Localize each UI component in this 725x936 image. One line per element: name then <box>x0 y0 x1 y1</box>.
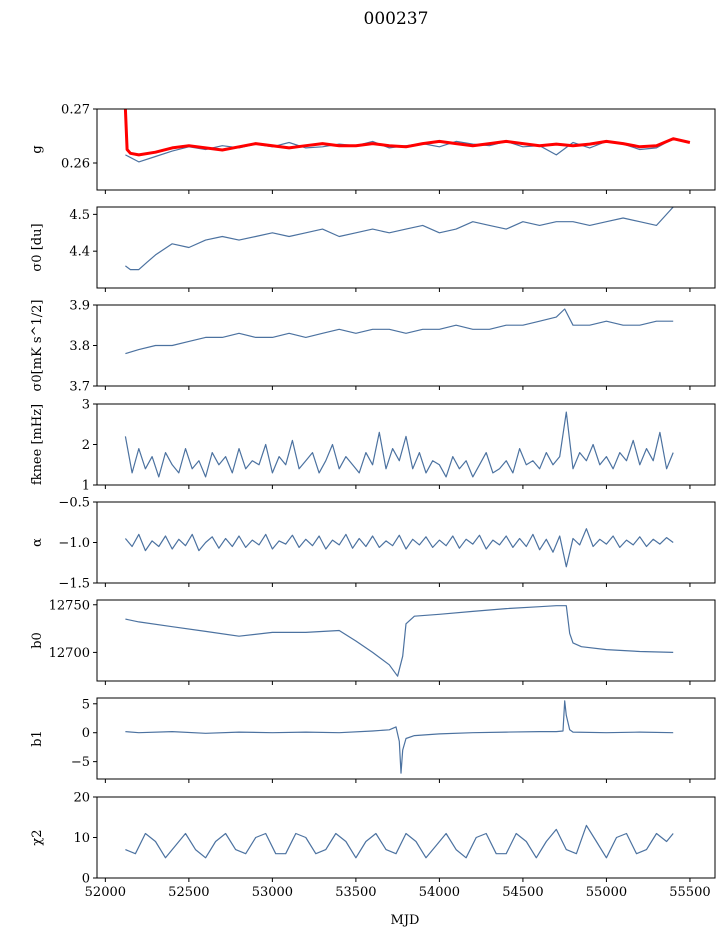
panel-5: 12700 12750 b0 <box>30 598 716 685</box>
panel-4-frame <box>96 501 716 584</box>
panel-7-ylabel: χ2 <box>30 829 45 845</box>
panel-7-series-0 <box>125 824 674 859</box>
panel-7-ytick-label: 10 <box>73 831 90 846</box>
panel-2-frame <box>96 304 716 387</box>
panel-1-ytick-label: 4.5 <box>69 208 90 223</box>
panel-6-ytick-label: 5 <box>82 697 90 712</box>
panels: 0.26 0.27 g 4.4 4.5 σ0 [du] 3.7 3.8 3.9 σ0[mK s^1… <box>30 103 716 900</box>
x-tick-label: 53500 <box>335 885 376 900</box>
panel-6-ylabel: b1 <box>30 730 45 747</box>
x-tick-label: 54500 <box>502 885 543 900</box>
panel-5-frame <box>96 599 716 682</box>
panel-6-frame <box>96 697 716 780</box>
x-tick-label: 52500 <box>168 885 209 900</box>
panel-5-series-0 <box>125 605 674 677</box>
panel-4: −1.5 −1.0 −0.5 α <box>30 496 716 592</box>
panel-7-ytick-label: 20 <box>73 791 90 806</box>
panel-1-ytick-label: 4.4 <box>69 245 90 260</box>
panel-2-series-0 <box>125 308 674 355</box>
panel-3-ytick-label: 1 <box>82 479 90 494</box>
x-tick-label: 55000 <box>586 885 627 900</box>
panel-4-ytick-label: −0.5 <box>58 496 90 511</box>
panel-4-ylabel: α <box>30 538 45 547</box>
x-tick-label: 53000 <box>252 885 293 900</box>
panel-5-ytick-label: 12700 <box>49 646 90 661</box>
panel-2-ytick-label: 3.7 <box>69 380 90 395</box>
panel-0-series-0 <box>125 138 674 163</box>
panel-2: 3.7 3.8 3.9 σ0[mK s^1/2] <box>30 299 716 395</box>
panel-0: 0.26 0.27 g <box>30 103 716 194</box>
panel-6: −5 0 5 b1 <box>30 697 716 783</box>
panel-0-ylabel: g <box>30 145 45 153</box>
panel-0-frame <box>96 108 716 191</box>
panel-7-frame <box>96 796 716 879</box>
x-axis-label: MJD <box>391 913 420 928</box>
panel-0-ytick-label: 0.27 <box>61 103 90 118</box>
panel-6-ytick-label: −5 <box>71 755 90 770</box>
panel-3-frame <box>96 403 716 486</box>
panel-1: 4.4 4.5 σ0 [du] <box>30 206 716 292</box>
panel-2-ytick-label: 3.8 <box>69 339 90 354</box>
panel-4-ytick-label: −1.5 <box>58 577 90 592</box>
x-tick-label: 54000 <box>419 885 460 900</box>
panel-3-ytick-label: 2 <box>82 438 90 453</box>
panel-0-series-1 <box>123 109 691 157</box>
panel-5-ytick-label: 12750 <box>49 598 90 613</box>
panel-6-ytick-label: 0 <box>82 726 90 741</box>
panel-1-ylabel: σ0 [du] <box>30 223 45 271</box>
figure-title: 000237 <box>364 9 429 29</box>
panel-2-ylabel: σ0[mK s^1/2] <box>30 300 45 392</box>
x-tick-label: 52000 <box>85 885 126 900</box>
x-tick-label: 55500 <box>669 885 710 900</box>
panel-1-frame <box>96 206 716 289</box>
panel-1-series-0 <box>125 207 674 271</box>
panel-7: 0 10 20 52000 52500 53000 53500 54000 54500 55000… <box>30 791 716 900</box>
panel-6-series-0 <box>125 700 674 774</box>
panel-4-ytick-label: −1.0 <box>58 536 90 551</box>
panel-3-series-0 <box>124 411 674 478</box>
panel-4-series-0 <box>124 528 674 568</box>
panel-2-ytick-label: 3.9 <box>69 299 90 314</box>
panel-0-ytick-label: 0.26 <box>61 157 90 172</box>
panel-3: 1 2 3 fknee [mHz] <box>30 398 716 494</box>
panel-7-ytick-label: 0 <box>82 872 90 887</box>
panel-5-ylabel: b0 <box>30 632 45 649</box>
panel-3-ylabel: fknee [mHz] <box>30 404 45 485</box>
panel-3-ytick-label: 3 <box>82 398 90 413</box>
